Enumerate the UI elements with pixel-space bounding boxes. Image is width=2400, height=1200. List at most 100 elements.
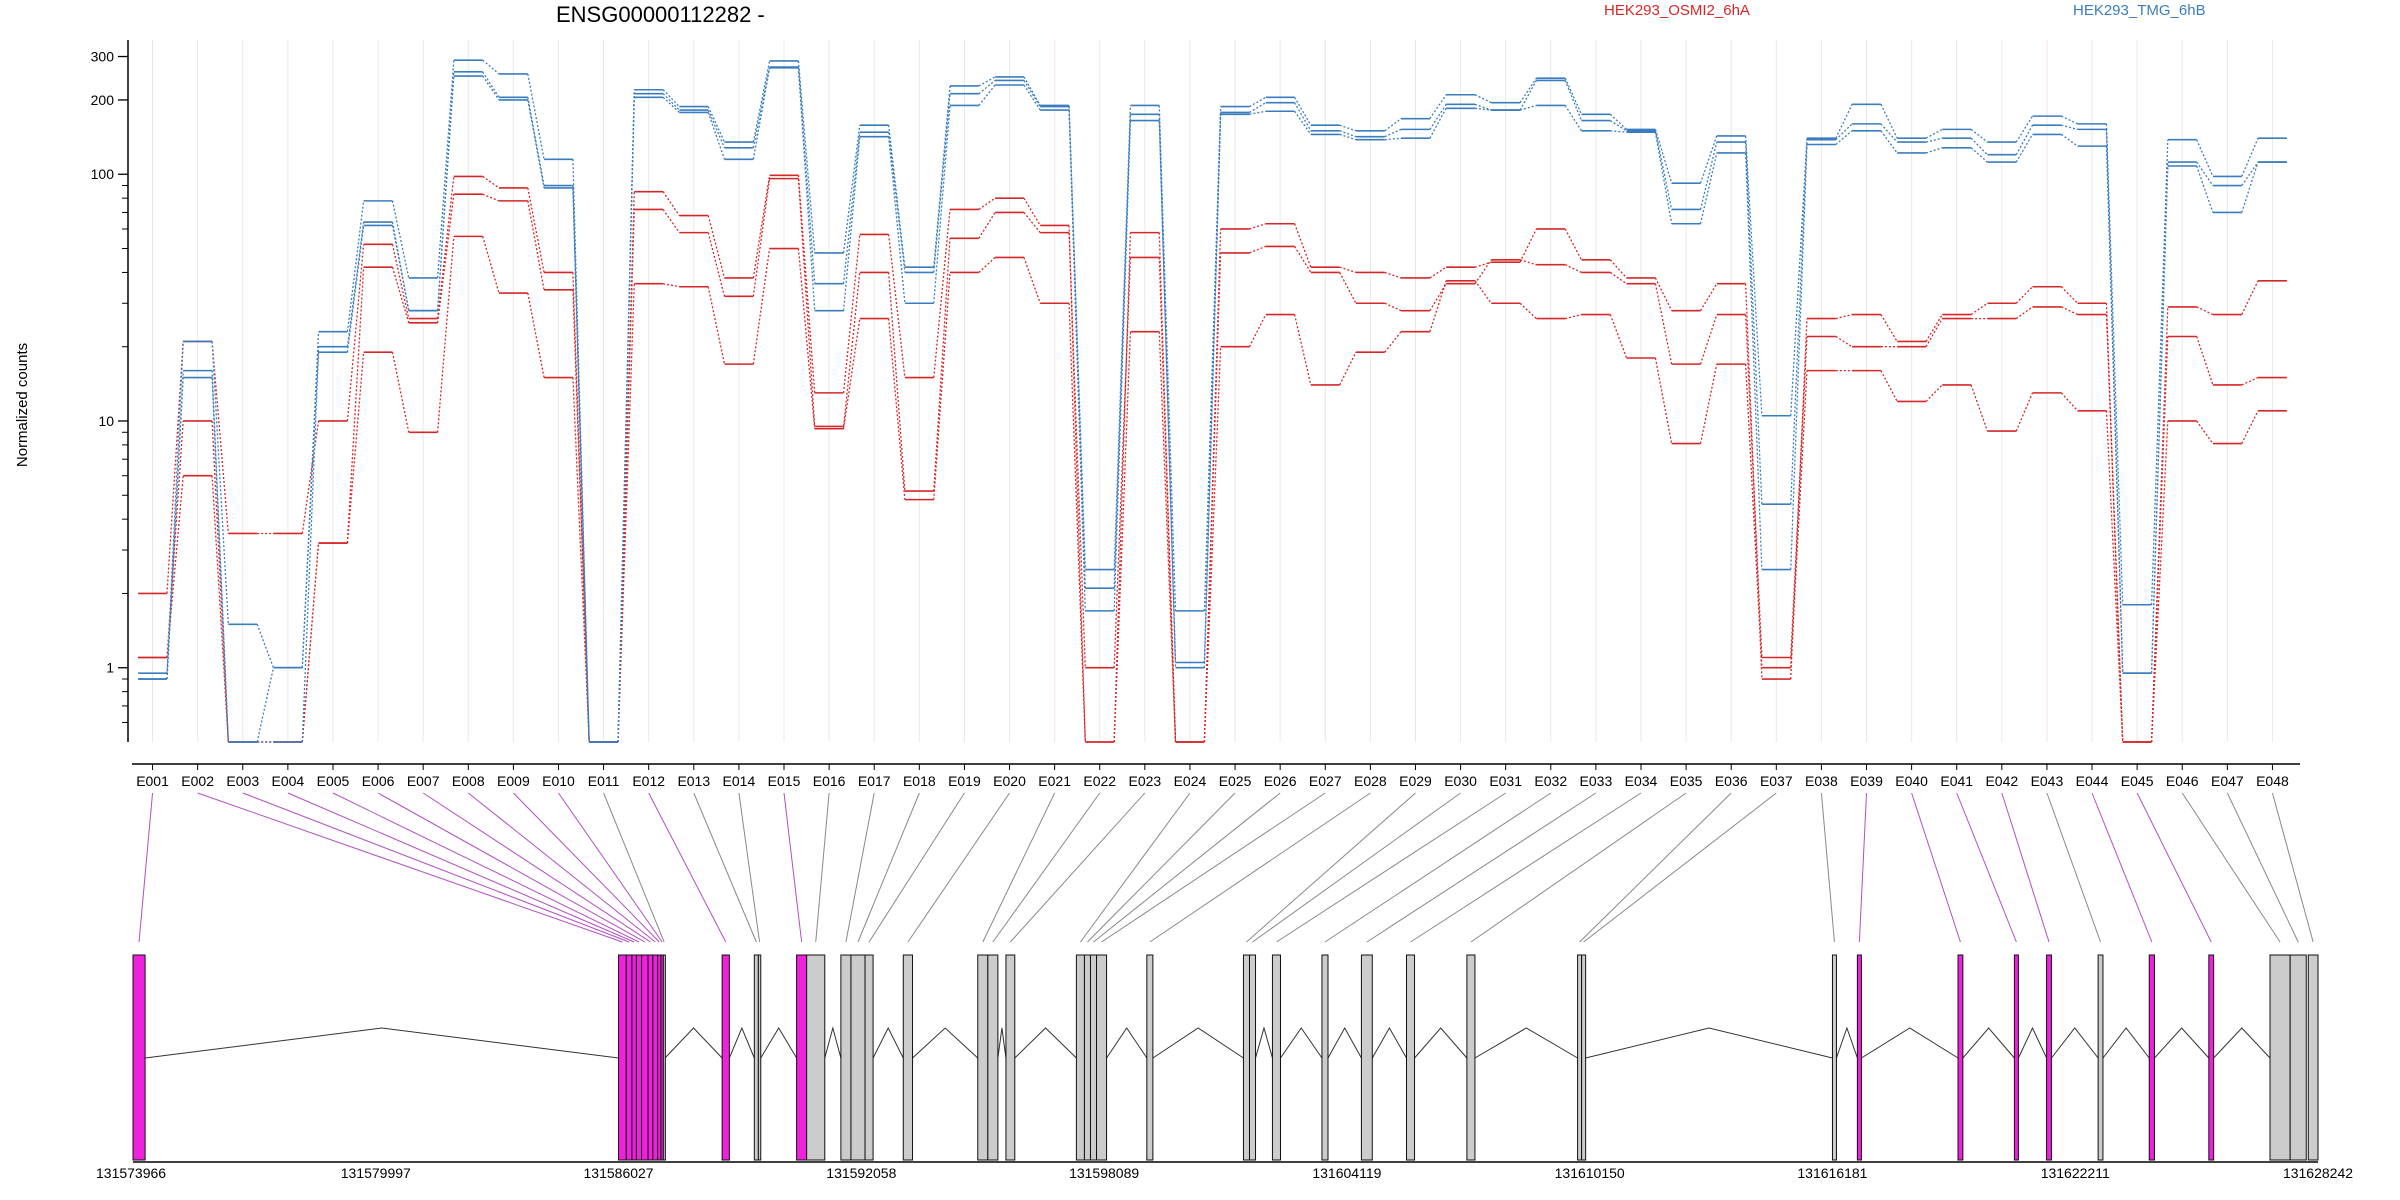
exon-box-E044 xyxy=(2148,954,2155,1161)
exon-label-E026: E026 xyxy=(1264,773,1297,789)
connector-E010 xyxy=(558,792,663,943)
intron-43 xyxy=(2102,1027,2150,1059)
series-0-link xyxy=(1429,266,1447,279)
series-4-link xyxy=(1249,102,1267,114)
series-4-link xyxy=(482,71,500,98)
series-5-link xyxy=(617,97,635,743)
series-4-link xyxy=(436,71,455,311)
series-5-link xyxy=(752,67,771,160)
series-4-link xyxy=(707,109,726,149)
series-5-link xyxy=(978,84,996,106)
exon-label-E023: E023 xyxy=(1128,773,1161,789)
series-5-link xyxy=(1068,110,1086,611)
series-0-link xyxy=(1699,283,1718,311)
series-2-link xyxy=(301,543,320,743)
intron-11 xyxy=(664,1027,723,1059)
series-1-link xyxy=(391,267,410,323)
series-1 xyxy=(138,177,2287,743)
series-4-link xyxy=(662,93,680,111)
series-3-link xyxy=(797,60,816,253)
series-3-link xyxy=(1384,118,1402,132)
genomic-tick-label: 131592058 xyxy=(826,1165,896,1181)
series-4-link xyxy=(211,370,229,743)
connector-E023 xyxy=(1009,792,1146,943)
series-3-link xyxy=(1339,124,1357,132)
exon-box-E016 xyxy=(806,954,826,1161)
exon-connectors xyxy=(138,792,2314,943)
series-1-link xyxy=(2061,306,2078,316)
series-4-link xyxy=(1835,123,1853,141)
intron-41 xyxy=(2017,1026,2048,1059)
series-5-link xyxy=(346,225,365,353)
exon-label-E013: E013 xyxy=(677,773,710,789)
connector-E027 xyxy=(1101,792,1326,943)
exon-box-E046 xyxy=(2269,954,2291,1161)
exon-box-E003 xyxy=(625,954,633,1161)
series-5-link xyxy=(933,105,951,304)
series-1-link xyxy=(1654,283,1673,365)
series-5-link xyxy=(1384,137,1402,141)
series-1-link xyxy=(707,232,726,297)
connector-E041 xyxy=(1956,792,2017,943)
series-3-link xyxy=(391,200,410,279)
intron-32 xyxy=(1327,1026,1362,1059)
series-1-link xyxy=(752,178,771,297)
intron-19 xyxy=(872,1026,904,1059)
genomic-tick-label: 131573966 xyxy=(96,1165,166,1181)
exon-label-E016: E016 xyxy=(813,773,846,789)
exon-box-E040 xyxy=(1957,954,1964,1161)
series-1-link xyxy=(1249,245,1266,254)
series-5-link xyxy=(1564,105,1582,132)
series-0-link xyxy=(2060,286,2079,304)
genomic-tick-label: 131604119 xyxy=(1312,1165,1381,1181)
connector-E044 xyxy=(2091,792,2153,943)
series-4-link xyxy=(1790,139,1808,505)
series-4-link xyxy=(1925,137,1943,143)
series-2-link xyxy=(1565,313,1582,320)
series-3-link xyxy=(436,60,455,278)
y-tick-label: 1 xyxy=(106,660,114,676)
connector-E040 xyxy=(1911,792,1961,943)
series-2-link xyxy=(1744,364,1763,668)
exon-box-E048 xyxy=(2307,954,2319,1161)
series-4-link xyxy=(1294,102,1312,132)
series-5-link xyxy=(1970,147,1988,163)
series-0-link xyxy=(1339,266,1357,274)
series-4-link xyxy=(346,221,365,347)
connector-E008 xyxy=(467,792,656,943)
series-5-link xyxy=(1880,130,1898,154)
series-5-link xyxy=(1429,108,1447,139)
series-1-link xyxy=(527,200,545,290)
exon-label-E038: E038 xyxy=(1805,773,1838,789)
genomic-tick-label: 131598089 xyxy=(1069,1165,1139,1181)
series-3-link xyxy=(2105,123,2124,605)
series-0-link xyxy=(933,209,951,378)
exon-box-E017 xyxy=(840,954,852,1161)
series-1-link xyxy=(1744,314,1763,658)
y-tick-label: 10 xyxy=(98,413,114,429)
exon-label-E048: E048 xyxy=(2256,773,2289,789)
exon-box-E038 xyxy=(1831,954,1837,1161)
intron-33 xyxy=(1371,1026,1407,1059)
series-1-link xyxy=(1835,335,1853,348)
series-0-link xyxy=(2196,306,2214,316)
series-2-link xyxy=(436,236,455,433)
series-2-link xyxy=(1474,280,1492,304)
series-2-link xyxy=(2105,410,2124,743)
connector-E007 xyxy=(422,792,651,943)
exon-box-E032 xyxy=(1321,954,1329,1161)
connector-E033 xyxy=(1366,792,1597,943)
chart-title: ENSG00000112282 - xyxy=(556,2,765,27)
series-4-link xyxy=(1699,141,1718,210)
series-2-link xyxy=(211,475,229,743)
series-2-link xyxy=(663,283,680,288)
connector-E003 xyxy=(242,792,630,943)
series-2-link xyxy=(1113,331,1132,743)
connector-E016 xyxy=(815,792,830,943)
legend-group-osmi2: HEK293_OSMI2_6hA xyxy=(1604,2,1750,19)
series-1-link xyxy=(1564,264,1582,274)
connector-E014 xyxy=(738,792,761,943)
exon-box-E007 xyxy=(647,954,654,1161)
exon-label-E006: E006 xyxy=(362,773,395,789)
series-3-link xyxy=(662,89,680,108)
